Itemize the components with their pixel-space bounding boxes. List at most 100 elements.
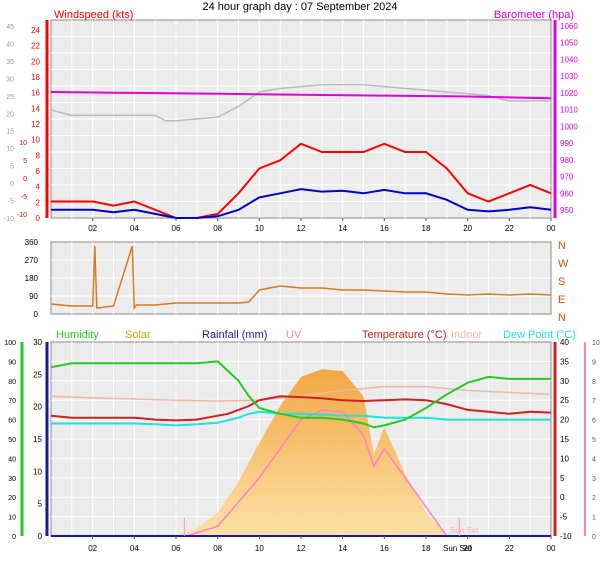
windspeed-lower-tick-label: -10 (17, 212, 27, 219)
thp-time-label: 10 (255, 544, 264, 553)
rain-axis-tick-label: 30 (6, 76, 14, 83)
uv-tick-label: 2 (592, 495, 596, 502)
windspeed-series-line (51, 142, 552, 219)
wind-time-label: 10 (255, 224, 264, 233)
temperature-tick-label: 25 (560, 396, 569, 405)
wind-time-label: 14 (338, 224, 347, 233)
barometer-tick-label: 1050 (560, 39, 578, 48)
rain-axis-tick-label: 10 (6, 146, 14, 153)
windspeed-tick-label: 6 (36, 167, 41, 176)
compass-label: E (558, 294, 565, 306)
rainfall-tick-label: 20 (33, 403, 42, 412)
avg-wind-series-line (51, 188, 552, 219)
rain-axis-tick-label: 40 (6, 41, 14, 48)
thp-time-label: 02 (88, 544, 97, 553)
rain-axis-tick-label: -10 (4, 216, 14, 223)
uv-tick-label: 10 (592, 340, 600, 347)
barometer-tick-label: 990 (560, 139, 574, 148)
uv-tick-label: 0 (592, 534, 596, 541)
thp-time-label: 00 (547, 544, 556, 553)
temperature-tick-label: 15 (560, 435, 569, 444)
barometer-tick-label: 950 (560, 206, 574, 215)
rain-axis-tick-label: 20 (6, 111, 14, 118)
humidity-tick-label: 40 (8, 456, 16, 463)
legend-uv: UV (286, 329, 302, 341)
humidity-tick-label: 100 (4, 340, 16, 347)
windspeed-lower-tick-label: -5 (21, 194, 27, 201)
rain-axis-tick-label: 0 (10, 181, 14, 188)
temperature-tick-label: 5 (560, 474, 565, 483)
wind-time-label: 04 (130, 224, 139, 233)
compass-label: N (558, 312, 566, 324)
windspeed-lower-tick-label: 10 (19, 140, 27, 147)
windspeed-tick-label: 24 (31, 26, 40, 35)
barometer-tick-label: 1030 (560, 72, 578, 81)
rain-axis-tick-label: 5 (10, 164, 14, 171)
windspeed-lower-tick-label: 5 (23, 158, 27, 165)
rain-axis-tick-label: 35 (6, 59, 14, 66)
legend-humidity: Humidity (56, 329, 99, 341)
windspeed-tick-label: 12 (31, 120, 40, 129)
compass-label: W (558, 258, 569, 270)
windspeed-lower-tick-label: 0 (23, 176, 27, 183)
rain-axis-tick-label: 15 (6, 129, 14, 136)
uv-tick-label: 3 (592, 476, 596, 483)
temperature-tick-label: 0 (560, 493, 565, 502)
legend-indoor: Indoor (451, 329, 483, 341)
wind-time-label: 20 (463, 224, 472, 233)
humidity-tick-label: 90 (8, 359, 16, 366)
compass-label: S (558, 276, 565, 288)
barometer-axis-title: Barometer (hpa) (494, 9, 574, 21)
uv-tick-label: 4 (592, 456, 596, 463)
temperature-tick-label: 40 (560, 338, 569, 347)
temperature-series-line (50, 395, 552, 422)
windspeed-axis-title: Windspeed (kts) (54, 9, 133, 21)
uv-tick-label: 6 (592, 418, 596, 425)
rainfall-tick-label: 10 (33, 467, 42, 476)
rainfall-tick-label: 25 (33, 370, 42, 379)
barometer-series-line (50, 91, 552, 100)
direction-tick-label: 180 (25, 274, 39, 283)
temperature-tick-label: -5 (560, 513, 568, 522)
uv-tick-label: 9 (592, 359, 596, 366)
humidity-tick-label: 30 (8, 476, 16, 483)
barometer-tick-label: 980 (560, 156, 574, 165)
rainfall-tick-label: 15 (33, 435, 42, 444)
temperature-tick-label: 35 (560, 357, 569, 366)
legend-dew_point: Dew Point (°C) (503, 329, 576, 341)
thp-time-label: 22 (505, 544, 514, 553)
humidity-series-line (50, 360, 551, 429)
uv-tick-label: 5 (592, 437, 596, 444)
rain-axis-tick-label: 25 (6, 94, 14, 101)
thp-time-label: 08 (213, 544, 222, 553)
direction-tick-label: 90 (29, 292, 38, 301)
windspeed-tick-label: 8 (36, 151, 41, 160)
wind-time-label: 02 (88, 224, 97, 233)
direction-tick-label: 270 (25, 256, 39, 265)
thp-time-label: 20 (463, 544, 472, 553)
direction-tick-label: 360 (25, 238, 39, 247)
wind-time-label: 08 (213, 224, 222, 233)
windspeed-tick-label: 16 (31, 89, 40, 98)
direction-series-line (50, 245, 552, 311)
legend-rainfall: Rainfall (mm) (202, 329, 267, 341)
humidity-tick-label: 60 (8, 418, 16, 425)
legend-solar: Solar (125, 329, 151, 341)
windspeed-tick-label: 18 (31, 73, 40, 82)
legend-temperature: Temperature (°C) (362, 329, 446, 341)
barometer-tick-label: 970 (560, 173, 574, 182)
windspeed-tick-label: 10 (31, 136, 40, 145)
dew-point-series-line (51, 410, 551, 427)
thp-time-label: 04 (130, 544, 139, 553)
humidity-tick-label: 10 (8, 515, 16, 522)
humidity-tick-label: 70 (8, 398, 16, 405)
thp-time-label: 12 (297, 544, 306, 553)
thp-time-label: 16 (380, 544, 389, 553)
rain-axis-tick-label: -5 (8, 199, 14, 206)
rainfall-tick-label: 30 (33, 338, 42, 347)
sun-set-faint-label: Sun Set (450, 526, 479, 535)
barometer-tick-label: 1010 (560, 106, 578, 115)
temperature-tick-label: -10 (560, 532, 572, 541)
